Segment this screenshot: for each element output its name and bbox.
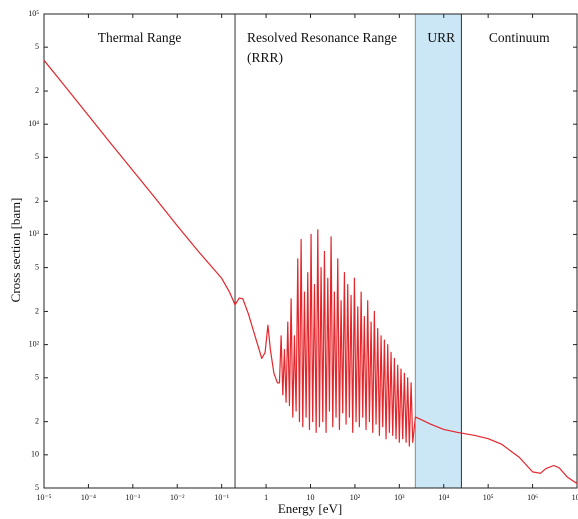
region-label: Thermal Range <box>97 30 182 45</box>
x-tick-label: 10⁻² <box>170 493 185 502</box>
x-tick-label: 10⁻⁵ <box>36 493 51 502</box>
x-tick-label: 10⁻³ <box>126 493 141 502</box>
y-tick-label: 10⁵ <box>28 9 39 18</box>
region-label: Continuum <box>488 30 550 45</box>
x-tick-label: 10² <box>350 493 361 502</box>
regions <box>234 14 462 488</box>
x-tick-label: 10 <box>307 493 315 502</box>
x-tick-label: 10⁻⁴ <box>81 493 96 502</box>
region-label-box: Continuum <box>461 28 577 48</box>
region-label-box: Thermal Range <box>44 28 235 48</box>
y-tick-label: 5 <box>35 42 39 51</box>
y-tick-label: 5 <box>35 152 39 161</box>
x-tick-label: 10³ <box>394 493 405 502</box>
data-line <box>43 59 578 484</box>
y-tick-label: 2 <box>35 416 39 425</box>
x-tick-label: 10⁻¹ <box>214 493 229 502</box>
y-tick-label: 10 <box>31 450 39 459</box>
region-label: URR <box>427 30 456 45</box>
y-tick-label: 2 <box>35 306 39 315</box>
region-shade <box>415 14 462 488</box>
x-tick-label: 10⁴ <box>438 493 449 502</box>
x-tick-label: 10⁶ <box>527 493 538 502</box>
y-axis-label: Cross section [barn] <box>8 198 23 303</box>
y-tick-label: 2 <box>35 86 39 95</box>
y-tick-label: 10⁴ <box>28 119 39 128</box>
y-tick-label: 10³ <box>29 229 40 238</box>
region-label: Resolved Resonance Range (RRR) <box>247 30 397 65</box>
region-label-box: URR <box>415 28 461 48</box>
x-tick-label: 10⁷ <box>572 493 578 502</box>
y-tick-label: 2 <box>35 196 39 205</box>
x-tick-label: 1 <box>264 493 268 502</box>
y-tick-label: 5 <box>35 262 39 271</box>
y-tick-label: 10² <box>29 339 40 348</box>
x-axis-label: Energy [eV] <box>278 501 342 516</box>
region-label-box: Resolved Resonance Range (RRR) <box>235 28 415 68</box>
y-tick-label: 5 <box>35 373 39 382</box>
x-tick-label: 10⁵ <box>483 493 494 502</box>
y-tick-label: 5 <box>35 483 39 492</box>
